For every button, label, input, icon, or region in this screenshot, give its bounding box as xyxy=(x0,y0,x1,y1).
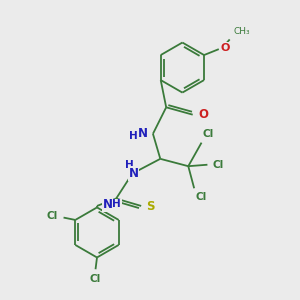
Text: Cl: Cl xyxy=(46,211,58,220)
Text: H: H xyxy=(112,200,121,209)
Text: O: O xyxy=(198,108,208,121)
Text: O: O xyxy=(220,43,230,53)
Text: Cl: Cl xyxy=(213,160,224,170)
Text: Cl: Cl xyxy=(202,129,213,139)
Text: H: H xyxy=(125,160,134,170)
Text: N: N xyxy=(138,127,148,140)
Text: H: H xyxy=(130,131,138,141)
Text: N: N xyxy=(129,167,139,180)
Text: Cl: Cl xyxy=(196,192,207,202)
Text: Cl: Cl xyxy=(90,274,101,284)
Text: N: N xyxy=(103,198,113,211)
Text: S: S xyxy=(146,200,154,213)
Text: CH₃: CH₃ xyxy=(233,28,250,37)
